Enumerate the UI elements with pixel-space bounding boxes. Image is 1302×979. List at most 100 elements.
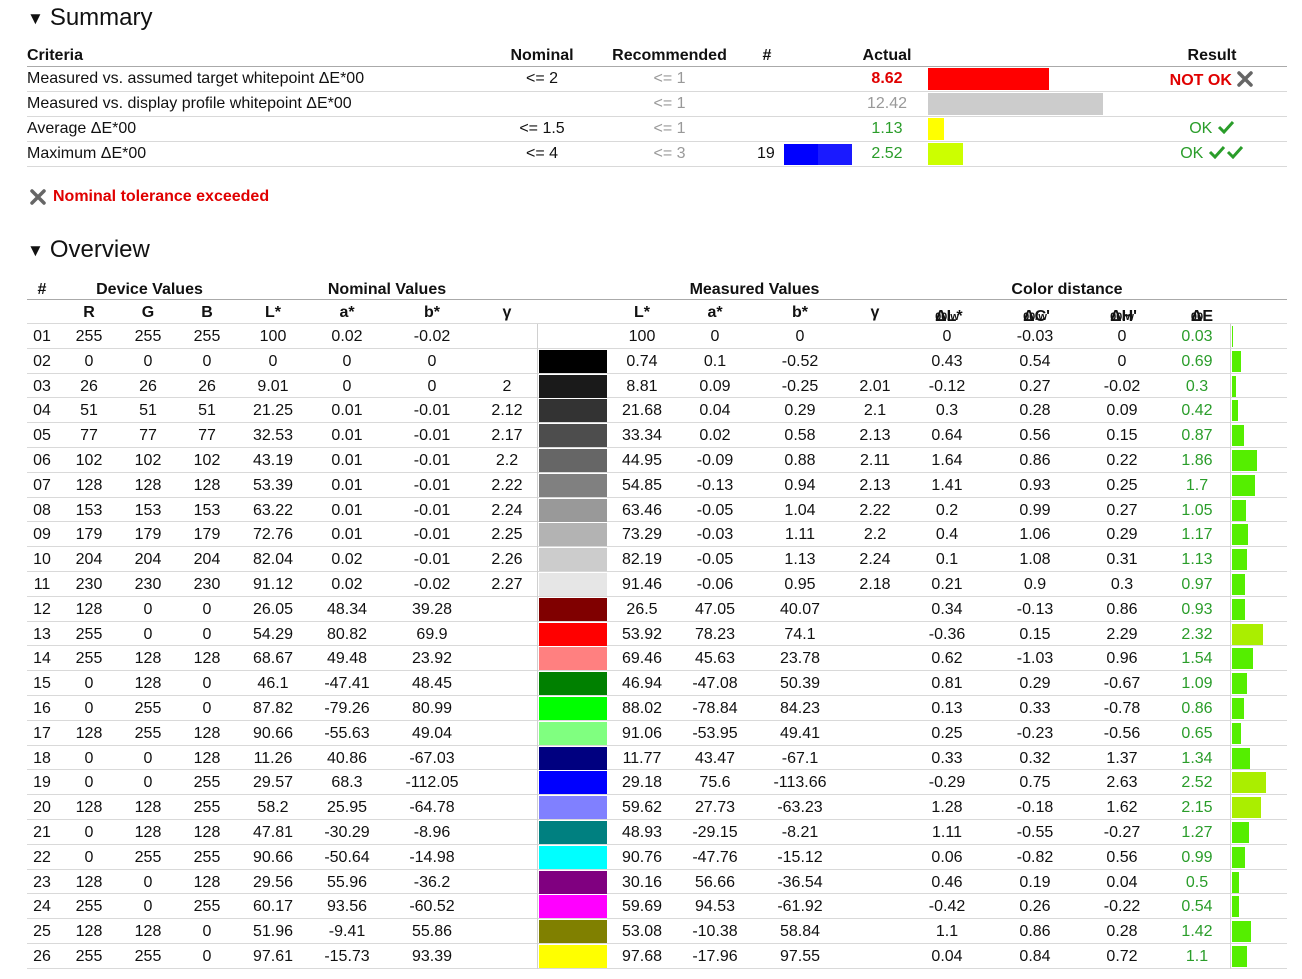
recommended-value: <= 1 xyxy=(653,70,686,87)
delta-e: 0.42 xyxy=(1181,402,1213,420)
device-g: 0 xyxy=(143,625,153,643)
patch-number: 25 xyxy=(33,923,51,941)
device-b: 0 xyxy=(202,625,212,643)
delta-c: -0.18 xyxy=(1016,799,1054,817)
nominal-l: 68.67 xyxy=(252,650,294,668)
measured-a: 0.09 xyxy=(699,377,731,395)
patch-number: 06 xyxy=(33,451,51,469)
result-text: NOT OK xyxy=(1169,72,1232,89)
measured-l: 54.85 xyxy=(621,476,663,494)
result-status: OK xyxy=(1132,120,1292,138)
color-swatch xyxy=(539,820,607,844)
device-b: 0 xyxy=(202,352,212,370)
delta-h: 0.86 xyxy=(1106,600,1138,618)
delta-c: 0.93 xyxy=(1019,476,1051,494)
nominal-b: 49.04 xyxy=(411,724,453,742)
table-row: 11 230 230 230 91.12 0.02 -0.02 2.27 91.46 -0.06 0… xyxy=(27,572,1287,597)
collapse-triangle-icon[interactable]: ▼ xyxy=(27,8,44,28)
measured-a: 0.04 xyxy=(699,402,731,420)
device-r: 204 xyxy=(75,551,103,569)
table-row: 19 0 0 255 29.57 68.3 -112.05 29.18 75.6 -113.66 -… xyxy=(27,770,1287,796)
summary-table: Criteria Nominal Recommended # Actual Re… xyxy=(27,44,1287,167)
summary-heading[interactable]: ▼ Summary xyxy=(27,4,153,32)
nominal-b: -67.03 xyxy=(409,749,455,767)
nominal-b: -0.01 xyxy=(413,402,451,420)
delta-h: 0 xyxy=(1117,328,1127,345)
overview-heading[interactable]: ▼ Overview xyxy=(27,236,150,264)
summary-header-row: Criteria Nominal Recommended # Actual Re… xyxy=(27,44,1287,67)
measured-b: 97.55 xyxy=(779,947,821,965)
device-b: 102 xyxy=(193,451,221,469)
delta-l: -0.42 xyxy=(928,898,966,916)
delta-l: 0.25 xyxy=(931,724,963,742)
measured-b: 49.41 xyxy=(779,724,821,742)
nominal-a: -47.41 xyxy=(324,675,370,693)
header-delta-c: ΔC' 00/w xyxy=(1023,308,1050,325)
measured-a: -0.05 xyxy=(696,551,734,569)
delta-h: -0.02 xyxy=(1103,377,1141,395)
measured-gamma: 2.1 xyxy=(863,402,887,420)
header-g: G xyxy=(141,304,155,321)
color-swatch xyxy=(539,845,607,869)
delta-e-bar xyxy=(1232,474,1255,496)
summary-heading-label: Summary xyxy=(49,4,153,31)
measured-b: 58.84 xyxy=(779,923,821,941)
table-row: 17 128 255 128 90.66 -55.63 49.04 91.06 -53.95 49… xyxy=(27,721,1287,746)
measured-a: 27.73 xyxy=(694,799,736,817)
checkmark-icon xyxy=(1217,120,1235,134)
patch-number: 13 xyxy=(33,625,51,643)
header-measured-values: Measured Values xyxy=(689,281,820,298)
measured-a: -47.76 xyxy=(692,848,738,866)
patch-number: 07 xyxy=(33,476,51,494)
measured-gamma: 2.11 xyxy=(860,451,890,469)
delta-e: 0.3 xyxy=(1185,377,1209,395)
nominal-l: 90.66 xyxy=(252,848,294,866)
delta-h: -0.56 xyxy=(1103,724,1141,742)
measured-b: -63.23 xyxy=(777,799,823,817)
nominal-a: -79.26 xyxy=(324,699,370,717)
header-recommended: Recommended xyxy=(612,47,727,64)
delta-c: -1.03 xyxy=(1016,650,1054,668)
device-r: 230 xyxy=(75,575,103,593)
color-swatch xyxy=(539,944,607,968)
collapse-triangle-icon[interactable]: ▼ xyxy=(27,240,44,260)
nominal-l: 0 xyxy=(268,352,278,370)
header-measured-b: b* xyxy=(792,304,808,321)
device-b: 77 xyxy=(198,427,216,445)
actual-bar xyxy=(928,68,1049,90)
measured-a: 43.47 xyxy=(694,749,736,767)
criteria-text: Measured vs. display profile whitepoint … xyxy=(27,95,352,112)
delta-e-bar xyxy=(1232,326,1233,347)
delta-e-bar xyxy=(1232,573,1245,595)
header-nominal-b: b* xyxy=(424,304,440,321)
delta-l: 0.1 xyxy=(935,551,959,569)
measured-a: 78.23 xyxy=(694,625,736,643)
measured-a: 0 xyxy=(710,328,720,345)
delta-e: 0.65 xyxy=(1181,724,1213,742)
nominal-l: 26.05 xyxy=(252,600,294,618)
delta-e-bar xyxy=(1232,524,1248,546)
nominal-b: -0.01 xyxy=(413,526,451,544)
delta-l: 0.06 xyxy=(931,848,963,866)
delta-e: 1.13 xyxy=(1181,551,1213,569)
delta-c: 0.84 xyxy=(1019,947,1051,965)
header-measured-a: a* xyxy=(707,304,723,321)
measured-a: 47.05 xyxy=(694,600,736,618)
device-r: 255 xyxy=(75,898,103,916)
nominal-gamma: 2.27 xyxy=(491,575,523,593)
measured-a: -0.03 xyxy=(696,526,734,544)
summary-row: Average ΔE*00 <= 1.5 <= 1 1.13 OK xyxy=(27,117,1287,142)
measured-l: 46.94 xyxy=(621,675,663,693)
result-text: OK xyxy=(1180,145,1204,162)
delta-h: -0.78 xyxy=(1103,699,1141,717)
header-measured-l: L* xyxy=(634,304,650,321)
delta-h: 0.28 xyxy=(1106,923,1138,941)
device-r: 153 xyxy=(75,501,103,519)
nominal-l: 46.1 xyxy=(257,675,289,693)
delta-h: -0.27 xyxy=(1103,823,1141,841)
color-swatch xyxy=(539,920,607,944)
device-r: 0 xyxy=(84,848,94,866)
patch-number: 10 xyxy=(33,551,51,569)
measured-b: 84.23 xyxy=(779,699,821,717)
delta-c: -0.03 xyxy=(1016,328,1054,345)
